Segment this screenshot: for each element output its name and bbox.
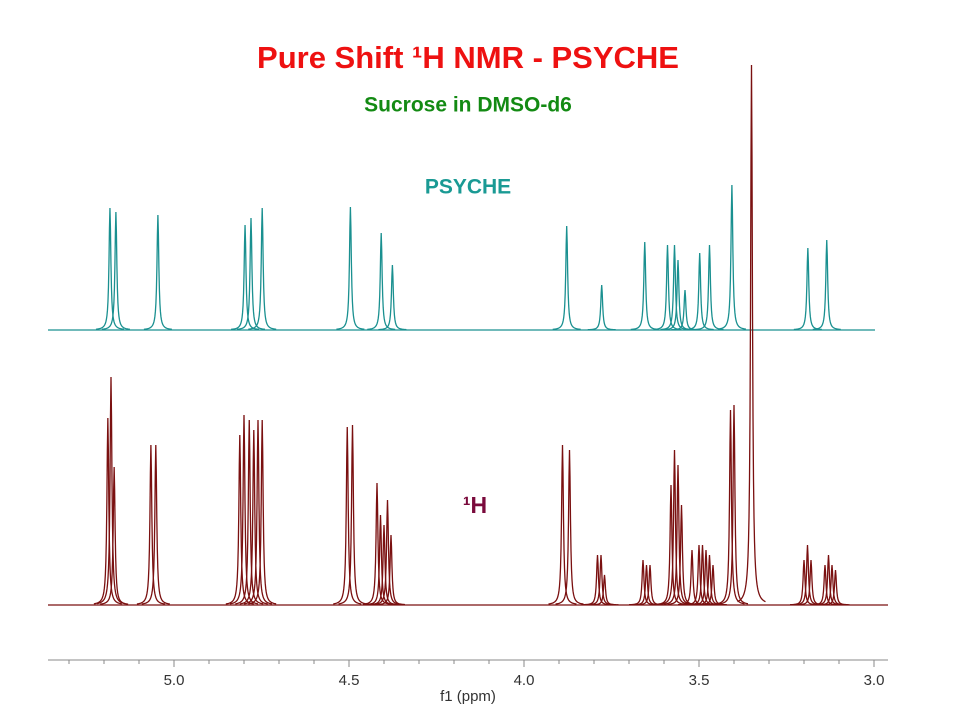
peak xyxy=(230,224,260,331)
peak xyxy=(333,426,362,605)
peak xyxy=(548,444,577,605)
peak xyxy=(719,404,749,605)
peak xyxy=(793,544,822,606)
peak xyxy=(235,419,264,605)
peak xyxy=(243,419,273,605)
peak xyxy=(685,252,714,331)
peak xyxy=(717,184,746,330)
peak xyxy=(367,232,396,331)
x-axis-label: f1 (ppm) xyxy=(440,688,496,705)
peak xyxy=(737,64,766,603)
x-tick-label: 4.5 xyxy=(339,672,360,689)
peak xyxy=(96,376,126,605)
peak xyxy=(95,207,125,330)
peak xyxy=(814,554,843,606)
x-tick-label: 4.0 xyxy=(514,672,535,689)
peak xyxy=(670,289,700,331)
peak xyxy=(143,214,172,330)
peak xyxy=(373,499,402,606)
peak xyxy=(248,419,277,605)
peak xyxy=(141,444,170,605)
chart-title: Pure Shift ¹H NMR - PSYCHE xyxy=(257,40,679,75)
peak xyxy=(698,564,728,606)
peak xyxy=(632,564,661,606)
peak xyxy=(136,444,166,605)
peak xyxy=(793,247,822,331)
peak xyxy=(239,429,268,605)
peak xyxy=(376,534,406,606)
series-label: ¹H xyxy=(463,492,487,518)
x-tick-label: 5.0 xyxy=(164,672,185,689)
peak xyxy=(338,424,367,605)
peak xyxy=(663,464,693,605)
peak xyxy=(93,417,122,605)
peak xyxy=(583,554,612,606)
x-tick-label: 3.0 xyxy=(864,672,885,689)
chart-subtitle: Sucrose in DMSO-d6 xyxy=(364,94,572,117)
peak xyxy=(630,241,659,331)
peak xyxy=(100,466,129,605)
peak xyxy=(248,207,277,330)
peak xyxy=(378,264,407,331)
peak xyxy=(236,217,266,330)
peak xyxy=(716,409,745,605)
peak xyxy=(101,211,130,330)
peak xyxy=(362,482,392,605)
peak xyxy=(555,449,584,605)
peak xyxy=(587,284,616,331)
peak xyxy=(590,574,619,606)
peak xyxy=(812,239,841,331)
peak xyxy=(336,206,365,330)
series-label: PSYCHE xyxy=(425,176,511,199)
peak xyxy=(552,225,581,331)
peak xyxy=(821,569,850,606)
x-tick-label: 3.5 xyxy=(689,672,710,689)
peak xyxy=(660,449,689,605)
peak xyxy=(586,554,616,606)
